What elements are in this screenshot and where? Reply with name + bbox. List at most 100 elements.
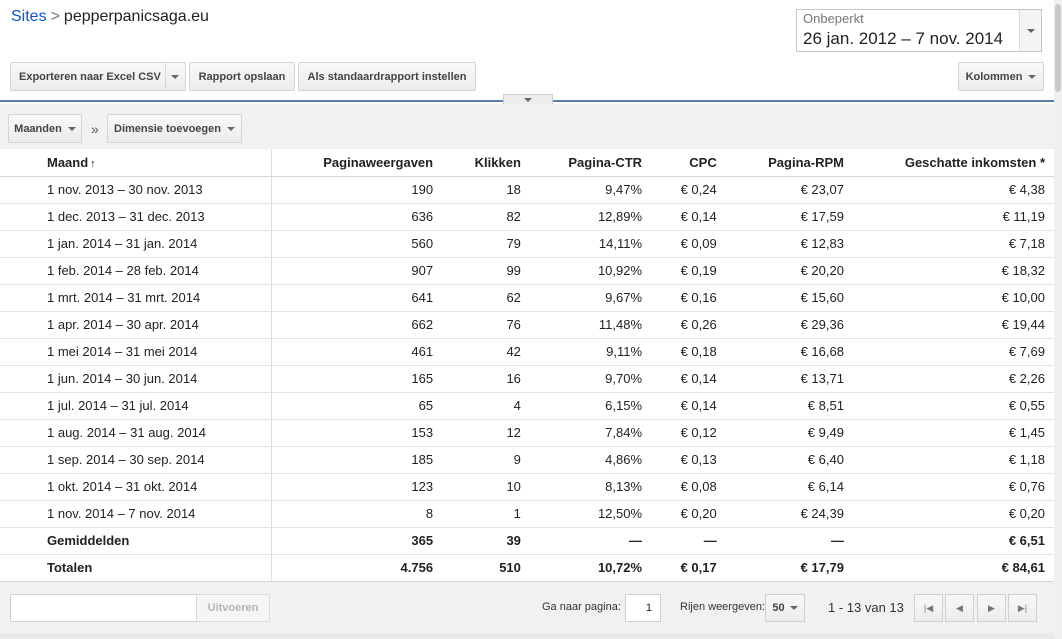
table-row: 1 sep. 2014 – 30 sep. 2014 185 9 4,86% € 0,1… <box>0 446 1054 474</box>
export-options-chevron-down-icon[interactable] <box>171 75 179 79</box>
cell-pageviews: 8 <box>271 500 435 528</box>
cell-page-ctr: 8,13% <box>520 473 643 501</box>
cell-pageviews: 907 <box>271 257 435 285</box>
previous-page-button[interactable]: ◀ <box>945 594 974 622</box>
column-header-page-rpm[interactable]: Pagina-RPM <box>716 149 844 177</box>
breadcrumb-separator: > <box>50 8 60 25</box>
breadcrumb: Sites > pepperpanicsaga.eu <box>11 8 209 26</box>
cell-page-ctr: 14,11% <box>520 230 643 258</box>
months-dimension-button[interactable]: Maanden <box>8 114 82 143</box>
save-report-button[interactable]: Rapport opslaan <box>189 62 295 91</box>
cell-cpc: € 0,16 <box>642 284 717 312</box>
cell-pageviews: 165 <box>271 365 435 393</box>
cell-month: 1 jan. 2014 – 31 jan. 2014 <box>0 230 273 258</box>
totals-estimated-earnings: € 84,61 <box>843 554 1054 582</box>
cell-month: 1 jul. 2014 – 31 jul. 2014 <box>0 392 273 420</box>
cell-estimated-earnings: € 7,18 <box>843 230 1054 258</box>
cell-page-ctr: 10,92% <box>520 257 643 285</box>
columns-label: Kolommen <box>965 70 1023 83</box>
next-page-icon: ▶ <box>988 602 995 613</box>
rows-per-page-value: 50 <box>772 602 785 614</box>
cell-page-ctr: 9,47% <box>520 176 643 204</box>
column-header-cpc[interactable]: CPC <box>642 149 717 177</box>
page-number-input[interactable]: 1 <box>625 594 661 622</box>
date-range-label: Onbeperkt <box>803 11 864 26</box>
run-filter-button[interactable]: Uitvoeren <box>196 594 270 622</box>
cell-estimated-earnings: € 2,26 <box>843 365 1054 393</box>
cell-pageviews: 662 <box>271 311 435 339</box>
cell-cpc: € 0,08 <box>642 473 717 501</box>
cell-estimated-earnings: € 18,32 <box>843 257 1054 285</box>
cell-page-rpm: € 6,14 <box>716 473 844 501</box>
cell-estimated-earnings: € 1,18 <box>843 446 1054 474</box>
column-header-month[interactable]: Maand ↑ <box>0 149 273 177</box>
column-header-pageviews[interactable]: Paginaweergaven <box>271 149 435 177</box>
pagination-range: 1 - 13 van 13 <box>828 600 904 615</box>
table-row: 1 mei 2014 – 31 mei 2014 461 42 9,11% € 0,18… <box>0 338 1054 366</box>
chevron-down-icon <box>67 126 76 131</box>
column-header-clicks[interactable]: Klikken <box>434 149 521 177</box>
breadcrumb-sites-link[interactable]: Sites <box>11 8 47 25</box>
rows-per-page-select[interactable]: 50 <box>765 594 805 622</box>
date-range-dropdown[interactable] <box>1019 10 1041 51</box>
export-csv-label: Exporteren naar Excel CSV <box>19 70 161 83</box>
cell-estimated-earnings: € 7,69 <box>843 338 1054 366</box>
vertical-scrollbar[interactable] <box>1054 0 1062 639</box>
next-page-button[interactable]: ▶ <box>977 594 1006 622</box>
date-range-picker[interactable]: Onbeperkt 26 jan. 2012 – 7 nov. 2014 <box>796 9 1042 52</box>
cell-pageviews: 153 <box>271 419 435 447</box>
cell-page-rpm: € 13,71 <box>716 365 844 393</box>
cell-page-rpm: € 9,49 <box>716 419 844 447</box>
totals-row: Totalen 4.756 510 10,72% € 0,17 € 17,79 € 84,6… <box>0 554 1054 582</box>
filter-input[interactable] <box>10 594 196 622</box>
last-page-button[interactable]: ▶| <box>1008 594 1037 622</box>
cell-month: 1 aug. 2014 – 31 aug. 2014 <box>0 419 273 447</box>
averages-page-ctr: — <box>520 527 643 555</box>
export-split-divider <box>165 62 166 91</box>
collapse-toggle[interactable] <box>503 94 553 104</box>
last-page-icon: ▶| <box>1017 602 1028 613</box>
cell-page-rpm: € 29,36 <box>716 311 844 339</box>
table-row: 1 feb. 2014 – 28 feb. 2014 907 99 10,92% € 0… <box>0 257 1054 285</box>
cell-pageviews: 123 <box>271 473 435 501</box>
cell-page-rpm: € 20,20 <box>716 257 844 285</box>
cell-month: 1 apr. 2014 – 30 apr. 2014 <box>0 311 273 339</box>
cell-cpc: € 0,14 <box>642 203 717 231</box>
cell-cpc: € 0,14 <box>642 365 717 393</box>
add-dimension-button[interactable]: Dimensie toevoegen <box>107 114 242 143</box>
set-default-report-button[interactable]: Als standaardrapport instellen <box>298 62 476 91</box>
scrollbar-thumb[interactable] <box>1055 4 1061 92</box>
column-header-estimated-earnings[interactable]: Geschatte inkomsten * <box>843 149 1054 177</box>
cell-month: 1 feb. 2014 – 28 feb. 2014 <box>0 257 273 285</box>
averages-cpc: — <box>642 527 717 555</box>
cell-page-rpm: € 17,59 <box>716 203 844 231</box>
chevron-down-icon <box>226 126 235 131</box>
cell-month: 1 mrt. 2014 – 31 mrt. 2014 <box>0 284 273 312</box>
cell-estimated-earnings: € 11,19 <box>843 203 1054 231</box>
averages-label: Gemiddelden <box>0 527 273 555</box>
cell-month: 1 okt. 2014 – 31 okt. 2014 <box>0 473 273 501</box>
cell-page-ctr: 9,11% <box>520 338 643 366</box>
first-page-button[interactable]: |◀ <box>914 594 943 622</box>
column-header-page-ctr[interactable]: Pagina-CTR <box>520 149 643 177</box>
cell-page-rpm: € 24,39 <box>716 500 844 528</box>
cell-clicks: 16 <box>434 365 521 393</box>
table-row: 1 jan. 2014 – 31 jan. 2014 560 79 14,11% € 0… <box>0 230 1054 258</box>
cell-clicks: 79 <box>434 230 521 258</box>
columns-button[interactable]: Kolommen <box>958 62 1044 91</box>
cell-clicks: 76 <box>434 311 521 339</box>
export-csv-button[interactable]: Exporteren naar Excel CSV <box>10 62 186 91</box>
averages-pageviews: 365 <box>271 527 435 555</box>
cell-cpc: € 0,14 <box>642 392 717 420</box>
cell-estimated-earnings: € 0,76 <box>843 473 1054 501</box>
cell-cpc: € 0,13 <box>642 446 717 474</box>
table-row: 1 nov. 2013 – 30 nov. 2013 190 18 9,47% € 0,… <box>0 176 1054 204</box>
rows-per-page-label: Rijen weergeven: <box>680 601 765 613</box>
cell-month: 1 sep. 2014 – 30 sep. 2014 <box>0 446 273 474</box>
cell-estimated-earnings: € 0,55 <box>843 392 1054 420</box>
goto-page-label: Ga naar pagina: <box>542 601 621 613</box>
cell-page-ctr: 12,89% <box>520 203 643 231</box>
breadcrumb-current-site: pepperpanicsaga.eu <box>63 8 209 25</box>
table-header-row: Maand ↑ Paginaweergaven Klikken Pagina-CT… <box>0 149 1054 177</box>
cell-pageviews: 641 <box>271 284 435 312</box>
